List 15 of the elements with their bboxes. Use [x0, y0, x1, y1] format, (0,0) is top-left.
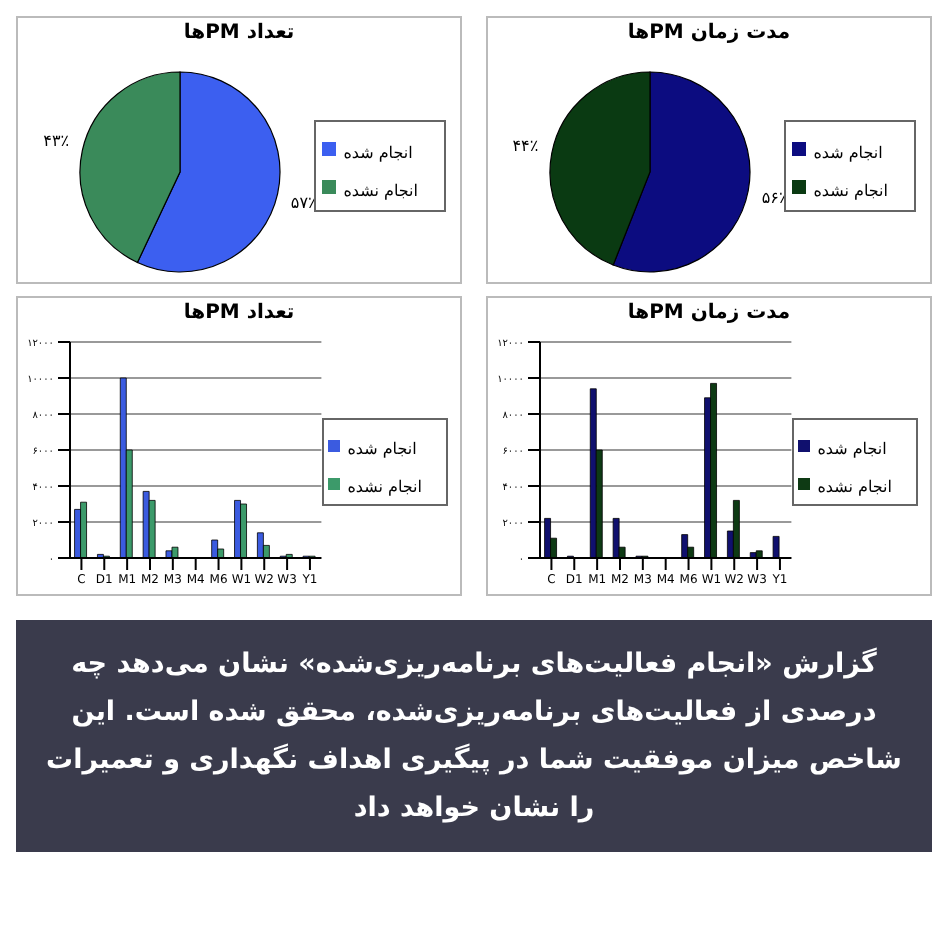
legend-label: انجام نشده [813, 182, 888, 200]
chart-title: مدت زمان PMها [625, 22, 793, 48]
legend-label: انجام نشده [817, 478, 892, 496]
chart-title: مدت زمان PMها [625, 302, 793, 328]
data-label: ۴۳٪ [43, 132, 70, 151]
chart-title: تعداد PMها [181, 22, 297, 48]
legend-label: انجام شده [817, 440, 887, 458]
legend-label: انجام شده [343, 144, 413, 162]
chart-title: تعداد PMها [181, 302, 297, 328]
legend-label: انجام نشده [343, 182, 418, 200]
legend-label: انجام نشده [347, 478, 422, 496]
data-label: ۴۴٪ [512, 136, 539, 155]
legend-label: انجام شده [347, 440, 417, 458]
legend-label: انجام شده [813, 144, 883, 162]
text: گزارش «انجام فعالیت‌های برنامه‌ریزی‌شده» نشان می‌دهد چه درصدی از فعالیت‌های برنامه‌ریزی‌شده، محقق شده است. این شاخص میزان موفقیت شما در پیگیری اهداف نگهداری و تعمیرات را نشان خواهد داد [44, 645, 904, 828]
